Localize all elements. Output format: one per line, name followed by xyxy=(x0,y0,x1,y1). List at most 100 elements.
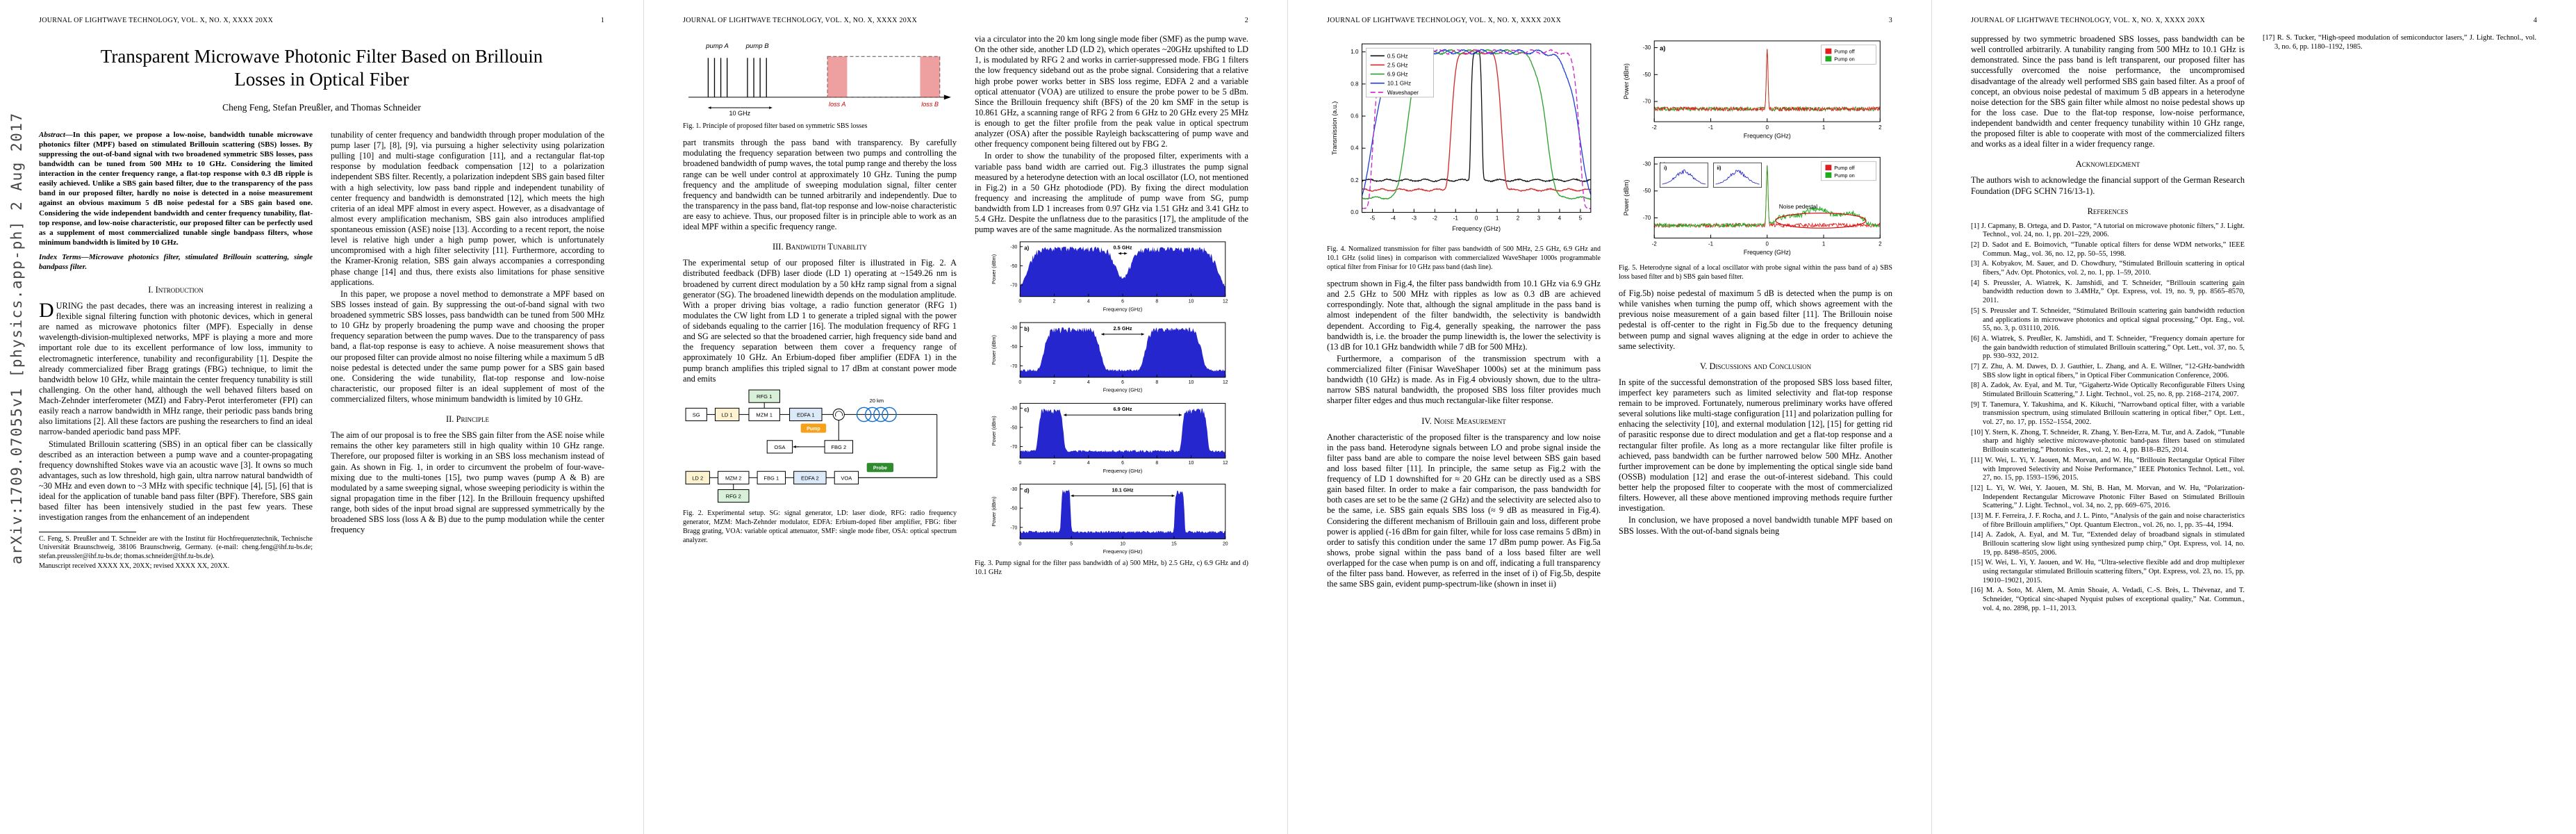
svg-text:6: 6 xyxy=(1121,461,1124,466)
footnote-block: C. Feng, S. Preußler and T. Schneider ar… xyxy=(39,525,313,573)
svg-text:Probe: Probe xyxy=(873,466,887,471)
svg-text:3: 3 xyxy=(1537,215,1541,222)
figure-1: pump A pump B loss A loss B 10 GHz Fig. 1. P… xyxy=(683,35,957,131)
svg-text:1: 1 xyxy=(1822,124,1825,131)
page2-column-left: pump A pump B loss A loss B 10 GHz Fig. 1. P… xyxy=(683,34,957,584)
page-number: 1 xyxy=(600,17,604,24)
reference-item: [1] J. Capmany, B. Ortega, and D. Pastor… xyxy=(1971,222,2245,239)
svg-text:0.2: 0.2 xyxy=(1351,177,1359,183)
svg-text:VOA: VOA xyxy=(841,475,852,481)
page3-column-right: -30 -50 -70 -2 -1 0 1 2 Power (dBm) Frequency (GH… xyxy=(1619,34,1892,591)
acknowledgment-text: The authors wish to acknowledge the fina… xyxy=(1971,175,2245,196)
tunability-paragraph-2: via a circulator into the 20 km long sin… xyxy=(975,34,1248,149)
svg-text:b): b) xyxy=(1024,326,1030,332)
svg-text:-1: -1 xyxy=(1708,240,1713,247)
index-terms-label: Index Terms— xyxy=(39,252,89,261)
page-4: JOURNAL OF LIGHTWAVE TECHNOLOGY, VOL. X,… xyxy=(1932,0,2576,834)
svg-text:Frequency (GHz): Frequency (GHz) xyxy=(1103,387,1142,393)
svg-text:6: 6 xyxy=(1121,300,1124,304)
svg-text:0: 0 xyxy=(1766,240,1769,247)
svg-text:Power (dBm): Power (dBm) xyxy=(991,416,997,446)
svg-text:a): a) xyxy=(1024,245,1029,252)
svg-text:2: 2 xyxy=(1052,461,1055,466)
svg-text:10: 10 xyxy=(1188,380,1194,385)
svg-text:0.5 GHz: 0.5 GHz xyxy=(1113,245,1132,251)
journal-title: JOURNAL OF LIGHTWAVE TECHNOLOGY, VOL. X,… xyxy=(39,17,274,24)
svg-text:-50: -50 xyxy=(1643,188,1651,194)
svg-text:OSA: OSA xyxy=(774,444,786,450)
page1-column-left: Abstract—In this paper, we propose a low… xyxy=(39,130,313,573)
svg-text:-30: -30 xyxy=(1010,245,1017,250)
reference-item: [9] T. Tanemura, Y. Takushima, and K. Ki… xyxy=(1971,400,2245,427)
svg-text:4: 4 xyxy=(1087,300,1090,304)
figure-2-caption: Fig. 2. Experimental setup. SG: signal g… xyxy=(683,509,957,544)
svg-text:0.5 GHz: 0.5 GHz xyxy=(1387,53,1408,59)
section-heading-acknowledgment: Acknowledgment xyxy=(2075,159,2140,170)
svg-text:-30: -30 xyxy=(1010,407,1017,411)
svg-text:0: 0 xyxy=(1018,300,1021,304)
footnote-affiliation: C. Feng, S. Preußler and T. Schneider ar… xyxy=(39,534,313,560)
svg-text:2: 2 xyxy=(1517,215,1520,222)
reference-item: [8] A. Zadok, Av. Eyal, and M. Tur, “Gig… xyxy=(1971,382,2245,398)
svg-text:Transmission (a.u.): Transmission (a.u.) xyxy=(1331,101,1338,155)
page3-column-left: 0.0 0.2 0.4 0.6 0.8 1.0 -5 -4 -3 -2 -1 0 1 2 3 4 5 Transm… xyxy=(1327,34,1601,591)
svg-text:-4: -4 xyxy=(1391,215,1396,222)
svg-text:-70: -70 xyxy=(1010,526,1017,531)
svg-text:Waveshaper: Waveshaper xyxy=(1387,90,1419,96)
page-1: JOURNAL OF LIGHTWAVE TECHNOLOGY, VOL. X,… xyxy=(0,0,644,834)
page-header: JOURNAL OF LIGHTWAVE TECHNOLOGY, VOL. X,… xyxy=(1971,17,2537,24)
svg-text:1: 1 xyxy=(1496,215,1499,222)
svg-text:12: 12 xyxy=(1223,380,1228,385)
results-paragraph-1: spectrum shown in Fig.4, the filter pass… xyxy=(1327,279,1601,352)
svg-text:-30: -30 xyxy=(1010,487,1017,492)
index-terms: Index Terms—Microwave photonics filter, … xyxy=(39,252,313,272)
tunability-paragraph-1: The experimental setup of our proposed f… xyxy=(683,258,957,384)
discussion-paragraph-1: In spite of the successful demonstration… xyxy=(1619,377,1892,514)
svg-text:a): a) xyxy=(1660,45,1665,52)
svg-text:Pump off: Pump off xyxy=(1834,49,1855,55)
svg-text:20 km: 20 km xyxy=(870,398,884,404)
svg-text:loss B: loss B xyxy=(921,101,939,108)
svg-text:-2: -2 xyxy=(1433,215,1438,222)
svg-text:Power (dBm): Power (dBm) xyxy=(991,254,997,284)
reference-item: [15] W. Wei, L. Yi, Y. Jaouen, and W. Hu… xyxy=(1971,559,2245,584)
svg-text:-50: -50 xyxy=(1010,426,1017,431)
svg-text:8: 8 xyxy=(1155,461,1158,466)
svg-text:-70: -70 xyxy=(1010,284,1017,288)
figure-3-pump-spectra: -30 -50 -70 0 2 4 6 8 10 12 Power (dBm) Frequency (… xyxy=(991,241,1228,555)
svg-text:-30: -30 xyxy=(1010,326,1017,331)
svg-text:-50: -50 xyxy=(1010,507,1017,512)
svg-text:-1: -1 xyxy=(1453,215,1459,222)
svg-text:-2: -2 xyxy=(1652,240,1657,247)
svg-text:FBG 1: FBG 1 xyxy=(763,475,779,481)
svg-text:10: 10 xyxy=(1188,461,1194,466)
section-heading-bandwidth-tunability: III. Bandwidth Tunability xyxy=(772,242,868,252)
paper-authors: Cheng Feng, Stefan Preußler, and Thomas … xyxy=(222,101,421,113)
svg-text:Pump: Pump xyxy=(807,427,820,432)
paper-title: Transparent Microwave Photonic Filter Ba… xyxy=(100,46,543,90)
svg-text:c): c) xyxy=(1024,407,1029,414)
figure-5-caption: Fig. 5. Heterodyne signal of a local osc… xyxy=(1619,264,1892,281)
svg-text:Power (dBm): Power (dBm) xyxy=(1623,63,1630,99)
svg-text:-70: -70 xyxy=(1010,364,1017,369)
noise-paragraph-2: of Fig.5b) noise pedestal of maximum 5 d… xyxy=(1619,288,1892,351)
page-3: JOURNAL OF LIGHTWAVE TECHNOLOGY, VOL. X,… xyxy=(1288,0,1932,834)
svg-text:5: 5 xyxy=(1070,542,1073,547)
figure-3: -30 -50 -70 0 2 4 6 8 10 12 Power (dBm) Frequency (… xyxy=(975,238,1248,577)
svg-text:Pump on: Pump on xyxy=(1834,56,1855,62)
svg-text:10: 10 xyxy=(1188,300,1194,304)
reference-item: [4] S. Preussler, A. Wiatrek, K. Jamshid… xyxy=(1971,279,2245,305)
svg-text:1.0: 1.0 xyxy=(1351,49,1359,55)
svg-text:8: 8 xyxy=(1155,380,1158,385)
svg-text:Power (dBm): Power (dBm) xyxy=(991,335,997,365)
svg-text:5: 5 xyxy=(1579,215,1583,222)
svg-text:10: 10 xyxy=(1120,542,1125,547)
svg-text:Noise pedestal: Noise pedestal xyxy=(1779,203,1817,210)
svg-text:0: 0 xyxy=(1018,542,1021,547)
svg-text:0.8: 0.8 xyxy=(1351,81,1359,87)
svg-text:LD 1: LD 1 xyxy=(722,411,733,418)
abstract-label: Abstract— xyxy=(39,130,73,139)
svg-text:EDFA 1: EDFA 1 xyxy=(797,411,815,418)
reference-item: [5] S. Preussler and T. Schneider, “Stim… xyxy=(1971,306,2245,333)
svg-text:12: 12 xyxy=(1223,300,1228,304)
